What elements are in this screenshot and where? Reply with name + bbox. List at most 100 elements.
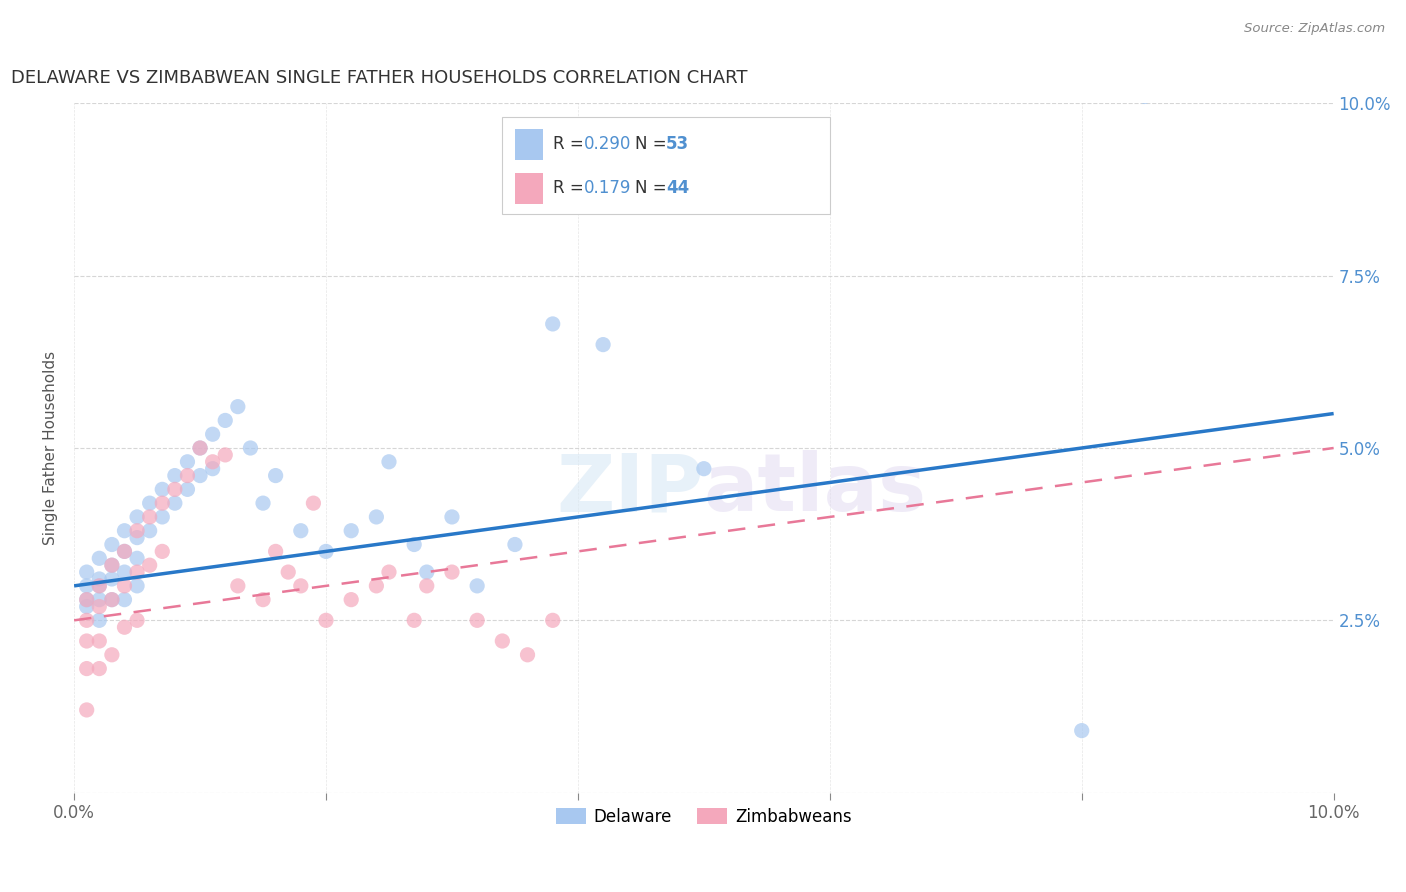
- Point: [378, 565, 401, 579]
- Point: [277, 565, 299, 579]
- Point: [101, 592, 124, 607]
- Point: [76, 599, 98, 614]
- Text: 53: 53: [666, 135, 689, 153]
- Point: [201, 455, 224, 469]
- Point: [378, 455, 401, 469]
- Point: [290, 524, 312, 538]
- Text: Source: ZipAtlas.com: Source: ZipAtlas.com: [1244, 22, 1385, 36]
- Text: ZIP: ZIP: [557, 450, 704, 528]
- Point: [114, 592, 136, 607]
- Point: [138, 524, 160, 538]
- Point: [163, 468, 186, 483]
- Point: [150, 483, 173, 497]
- Point: [89, 579, 111, 593]
- Point: [214, 448, 236, 462]
- Point: [226, 579, 249, 593]
- Point: [125, 565, 148, 579]
- Point: [302, 496, 325, 510]
- Point: [366, 579, 388, 593]
- Point: [201, 427, 224, 442]
- Point: [89, 579, 111, 593]
- Point: [114, 565, 136, 579]
- Point: [226, 400, 249, 414]
- Point: [416, 579, 439, 593]
- Point: [114, 579, 136, 593]
- Point: [315, 613, 337, 627]
- Point: [125, 613, 148, 627]
- Point: [138, 496, 160, 510]
- Point: [138, 510, 160, 524]
- Point: [101, 592, 124, 607]
- Point: [89, 634, 111, 648]
- Point: [101, 558, 124, 573]
- Point: [366, 510, 388, 524]
- Point: [214, 413, 236, 427]
- Point: [188, 468, 211, 483]
- Text: 0.179: 0.179: [585, 179, 631, 197]
- Point: [76, 662, 98, 676]
- Text: N =: N =: [634, 179, 672, 197]
- Point: [101, 648, 124, 662]
- Point: [176, 483, 198, 497]
- Point: [76, 592, 98, 607]
- Point: [252, 496, 274, 510]
- Point: [76, 592, 98, 607]
- Point: [114, 544, 136, 558]
- Point: [89, 592, 111, 607]
- Text: 0.290: 0.290: [585, 135, 631, 153]
- Point: [491, 634, 513, 648]
- Point: [465, 613, 488, 627]
- Point: [125, 551, 148, 566]
- Y-axis label: Single Father Households: Single Father Households: [44, 351, 58, 545]
- Point: [101, 558, 124, 573]
- Point: [264, 468, 287, 483]
- Point: [125, 510, 148, 524]
- Point: [252, 592, 274, 607]
- Text: R =: R =: [553, 179, 593, 197]
- Point: [315, 544, 337, 558]
- Point: [163, 483, 186, 497]
- Point: [340, 592, 363, 607]
- Point: [125, 579, 148, 593]
- Text: N =: N =: [634, 135, 672, 153]
- Point: [516, 648, 538, 662]
- Legend: Delaware, Zimbabweans: Delaware, Zimbabweans: [548, 801, 859, 832]
- Point: [404, 537, 426, 551]
- Point: [150, 496, 173, 510]
- Point: [76, 565, 98, 579]
- Point: [188, 441, 211, 455]
- Point: [592, 337, 614, 351]
- Point: [150, 510, 173, 524]
- Point: [125, 531, 148, 545]
- Point: [541, 613, 564, 627]
- Point: [76, 703, 98, 717]
- Point: [440, 565, 463, 579]
- Point: [239, 441, 262, 455]
- Point: [163, 496, 186, 510]
- Point: [290, 579, 312, 593]
- Point: [440, 510, 463, 524]
- Point: [101, 572, 124, 586]
- Point: [76, 634, 98, 648]
- Point: [416, 565, 439, 579]
- Point: [465, 579, 488, 593]
- Point: [503, 537, 526, 551]
- Point: [114, 524, 136, 538]
- Point: [176, 468, 198, 483]
- Text: 44: 44: [666, 179, 689, 197]
- Point: [76, 579, 98, 593]
- Point: [1070, 723, 1092, 738]
- Point: [1133, 89, 1156, 103]
- Point: [340, 524, 363, 538]
- Point: [693, 461, 716, 475]
- Point: [89, 572, 111, 586]
- Point: [188, 441, 211, 455]
- Point: [101, 537, 124, 551]
- Point: [89, 613, 111, 627]
- Point: [201, 461, 224, 475]
- Point: [114, 620, 136, 634]
- Point: [125, 524, 148, 538]
- Text: DELAWARE VS ZIMBABWEAN SINGLE FATHER HOUSEHOLDS CORRELATION CHART: DELAWARE VS ZIMBABWEAN SINGLE FATHER HOU…: [11, 69, 748, 87]
- Point: [114, 544, 136, 558]
- Text: atlas: atlas: [704, 450, 927, 528]
